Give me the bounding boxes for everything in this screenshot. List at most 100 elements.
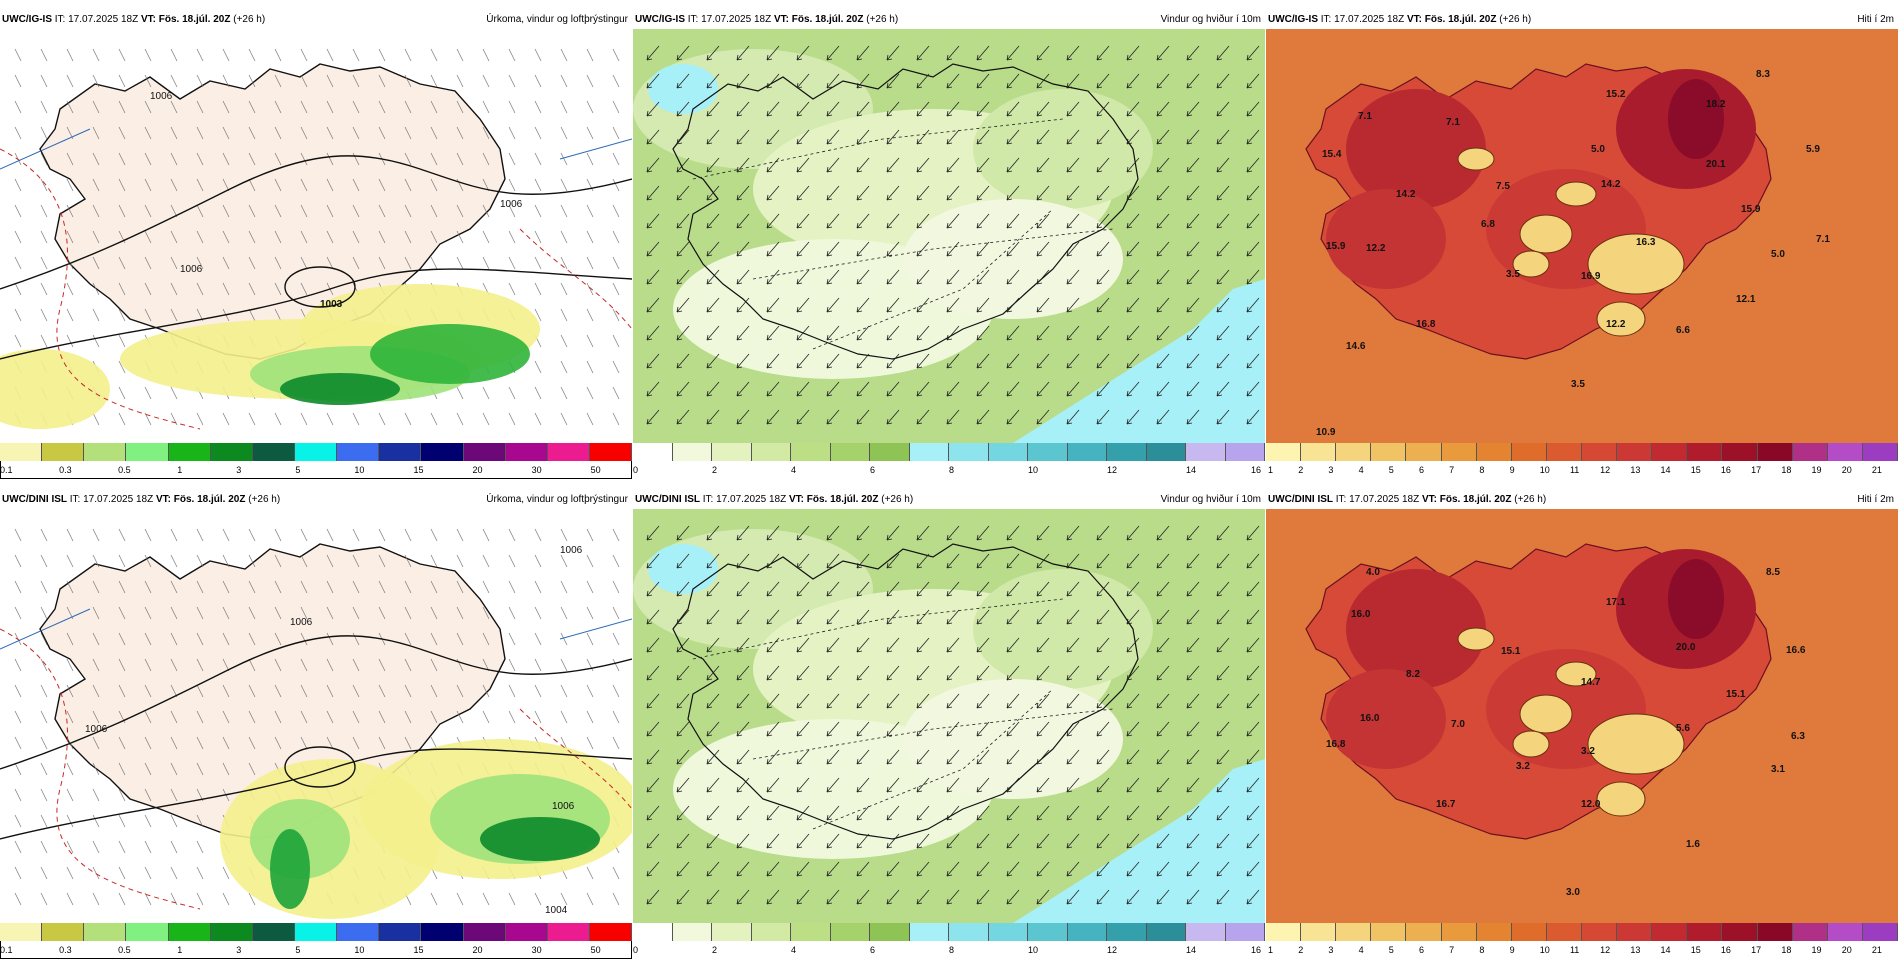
- wind-arrow: [1066, 581, 1080, 597]
- wind-barb: [300, 74, 308, 88]
- wind-arrow: [886, 777, 900, 793]
- temp-value: 12.0: [1581, 799, 1601, 810]
- wind-barb: [248, 48, 256, 62]
- wind-arrow: [976, 581, 990, 597]
- wind-barb: [352, 178, 360, 192]
- wind-barb: [118, 360, 126, 374]
- colorbar-segment: [1862, 443, 1898, 461]
- wind-arrow: [1066, 185, 1080, 201]
- wind-arrow: [1126, 241, 1140, 257]
- wind-arrow: [736, 889, 750, 905]
- panel-header: UWC/IG-IS IT: 17.07.2025 18Z VT: Fös. 18…: [0, 11, 632, 29]
- wind-barb: [40, 658, 48, 672]
- wind-arrow: [976, 269, 990, 285]
- colorbar-tick-label: 7: [1449, 465, 1455, 475]
- wind-arrow: [946, 693, 960, 709]
- wind-barb: [430, 178, 438, 192]
- wind-barb: [118, 282, 126, 296]
- wind-barb: [92, 866, 100, 880]
- colorbar-segment: [1511, 923, 1547, 941]
- wind-barb: [66, 230, 74, 244]
- wind-barb: [508, 74, 516, 88]
- wind-barb: [326, 204, 334, 218]
- colorbar-segment: [337, 443, 380, 461]
- wind-arrow: [1216, 353, 1230, 369]
- colorbar-segment: [791, 923, 831, 941]
- wind-barb: [560, 204, 568, 218]
- wind-barb: [508, 892, 516, 906]
- wind-arrow: [646, 325, 660, 341]
- wind-barb: [378, 412, 386, 426]
- wind-barb: [14, 100, 22, 114]
- wind-arrow: [646, 833, 660, 849]
- colorbar-tick-label: 2: [712, 945, 718, 955]
- temp-area: [1346, 89, 1486, 209]
- wind-arrow: [1036, 381, 1050, 397]
- wind-barb: [612, 360, 620, 374]
- map-canvas: [0, 509, 632, 923]
- wind-barb: [352, 658, 360, 672]
- icecap: [1555, 181, 1597, 207]
- wind-arrow: [796, 297, 810, 313]
- colorbar-segment: [1067, 923, 1107, 941]
- wind-barb: [222, 710, 230, 724]
- colorbar-ticks: 1 2 3 4 5 6 7 8 9 10 11 12 13 14 15 16 17 18 19 20 21: [1266, 943, 1898, 957]
- wind-arrow: [1096, 101, 1110, 117]
- wind-barb: [40, 684, 48, 698]
- wind-arrow: [916, 45, 930, 61]
- wind-arrow: [1006, 269, 1020, 285]
- wind-barb: [352, 412, 360, 426]
- wind-barb: [66, 204, 74, 218]
- wind-arrow: [1036, 101, 1050, 117]
- wind-arrow: [676, 213, 690, 229]
- wind-arrow: [796, 241, 810, 257]
- colorbar-tick-label: 0.5: [118, 465, 131, 475]
- colorbar-segment: [1336, 923, 1372, 941]
- wind-arrow: [706, 325, 720, 341]
- wind-barb: [14, 126, 22, 140]
- wind-arrow: [676, 185, 690, 201]
- wind-arrow: [1066, 749, 1080, 765]
- wind-arrow: [976, 409, 990, 425]
- wind-barb: [196, 178, 204, 192]
- wind-arrow: [916, 749, 930, 765]
- wind-barb: [378, 710, 386, 724]
- wind-barb: [534, 658, 542, 672]
- wind-barb: [196, 412, 204, 426]
- colorbar-segment: [252, 443, 295, 461]
- wind-arrow: [676, 241, 690, 257]
- lead-time: (+26 h): [248, 494, 281, 505]
- wind-barb: [612, 710, 620, 724]
- wind-arrow: [856, 185, 870, 201]
- wind-barb: [14, 866, 22, 880]
- wind-barb: [144, 74, 152, 88]
- colorbar-tick-label: 5: [1388, 465, 1394, 475]
- wind-barb: [612, 866, 620, 880]
- coastline: [672, 63, 1139, 360]
- wind-barb: [274, 308, 282, 322]
- wind-arrow: [1246, 45, 1260, 61]
- colorbar-segment: [421, 443, 464, 461]
- model-name: UWC/DINI ISL: [635, 494, 700, 505]
- wind-arrow: [946, 185, 960, 201]
- wind-barb: [560, 892, 568, 906]
- wind-barb: [586, 204, 594, 218]
- colorbar-segment: [421, 923, 464, 941]
- wind-barb: [144, 684, 152, 698]
- wind-arrow: [826, 409, 840, 425]
- wind-barb: [326, 74, 334, 88]
- wind-barb: [560, 580, 568, 594]
- wind-arrow: [1066, 381, 1080, 397]
- wind-barb: [118, 256, 126, 270]
- colorbar-segment: [126, 923, 169, 941]
- wind-barb: [196, 74, 204, 88]
- wind-barb: [430, 606, 438, 620]
- temp-value: 14.2: [1396, 189, 1416, 200]
- wind-arrow: [1156, 157, 1170, 173]
- wind-barb: [378, 736, 386, 750]
- wind-barb: [14, 48, 22, 62]
- wind-arrow: [1156, 353, 1170, 369]
- wind-arrow: [646, 129, 660, 145]
- wind-arrow: [1096, 269, 1110, 285]
- temp-value: 15.2: [1606, 89, 1626, 100]
